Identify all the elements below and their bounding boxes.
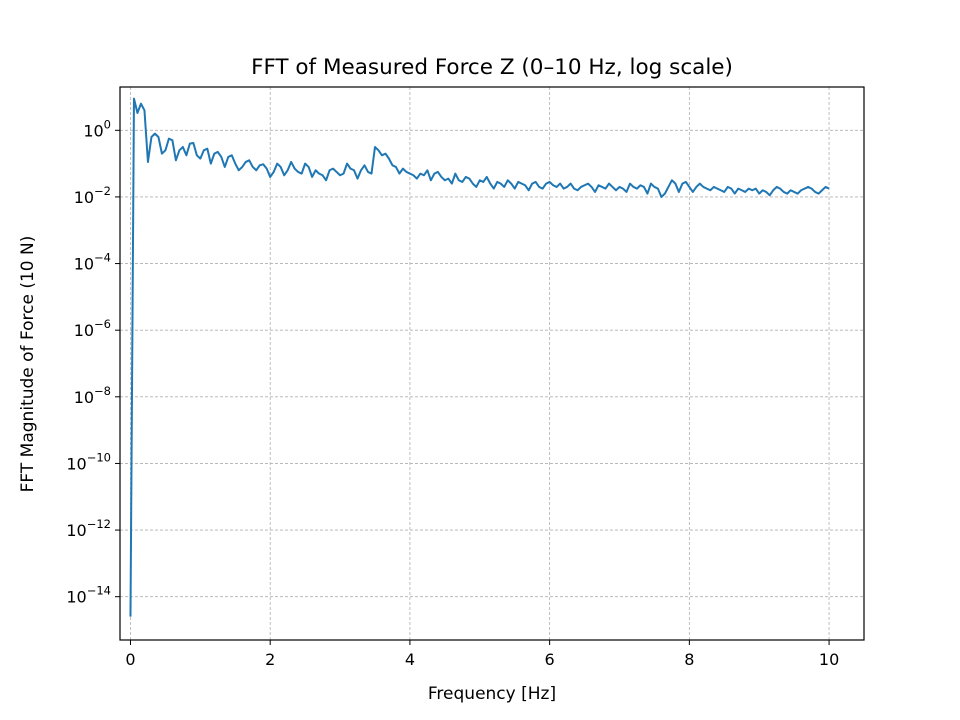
y-tick-label: 10−6 — [74, 317, 111, 340]
y-tick-label: 10−2 — [74, 184, 111, 207]
y-tick-label: 10−8 — [74, 384, 111, 407]
y-tick-label: 100 — [83, 117, 111, 140]
y-tick-label: 10−12 — [66, 517, 111, 540]
y-tick-label: 10−10 — [66, 450, 111, 473]
series-layer — [129, 97, 830, 617]
x-axis-label: Frequency [Hz] — [428, 684, 556, 704]
x-tick-label: 10 — [819, 650, 839, 669]
y-axis: 100 10−2 10−4 10−6 10−8 10−10 10−12 10−14 — [66, 117, 120, 607]
plot-frame — [119, 86, 865, 641]
y-tick-label: 10−14 — [66, 584, 111, 607]
fft-magnitude-line — [129, 97, 830, 617]
x-tick-label: 0 — [125, 650, 135, 669]
x-axis: 0 2 4 6 8 10 — [125, 640, 839, 669]
y-axis-label: FFT Magnitude of Force (10 N) — [18, 236, 38, 493]
x-tick-label: 6 — [545, 650, 555, 669]
x-tick-label: 2 — [265, 650, 275, 669]
x-tick-label: 8 — [684, 650, 694, 669]
chart-title: FFT of Measured Force Z (0–10 Hz, log sc… — [251, 55, 733, 80]
y-tick-label: 10−4 — [74, 251, 111, 274]
x-tick-label: 4 — [405, 650, 415, 669]
grid — [120, 87, 864, 640]
